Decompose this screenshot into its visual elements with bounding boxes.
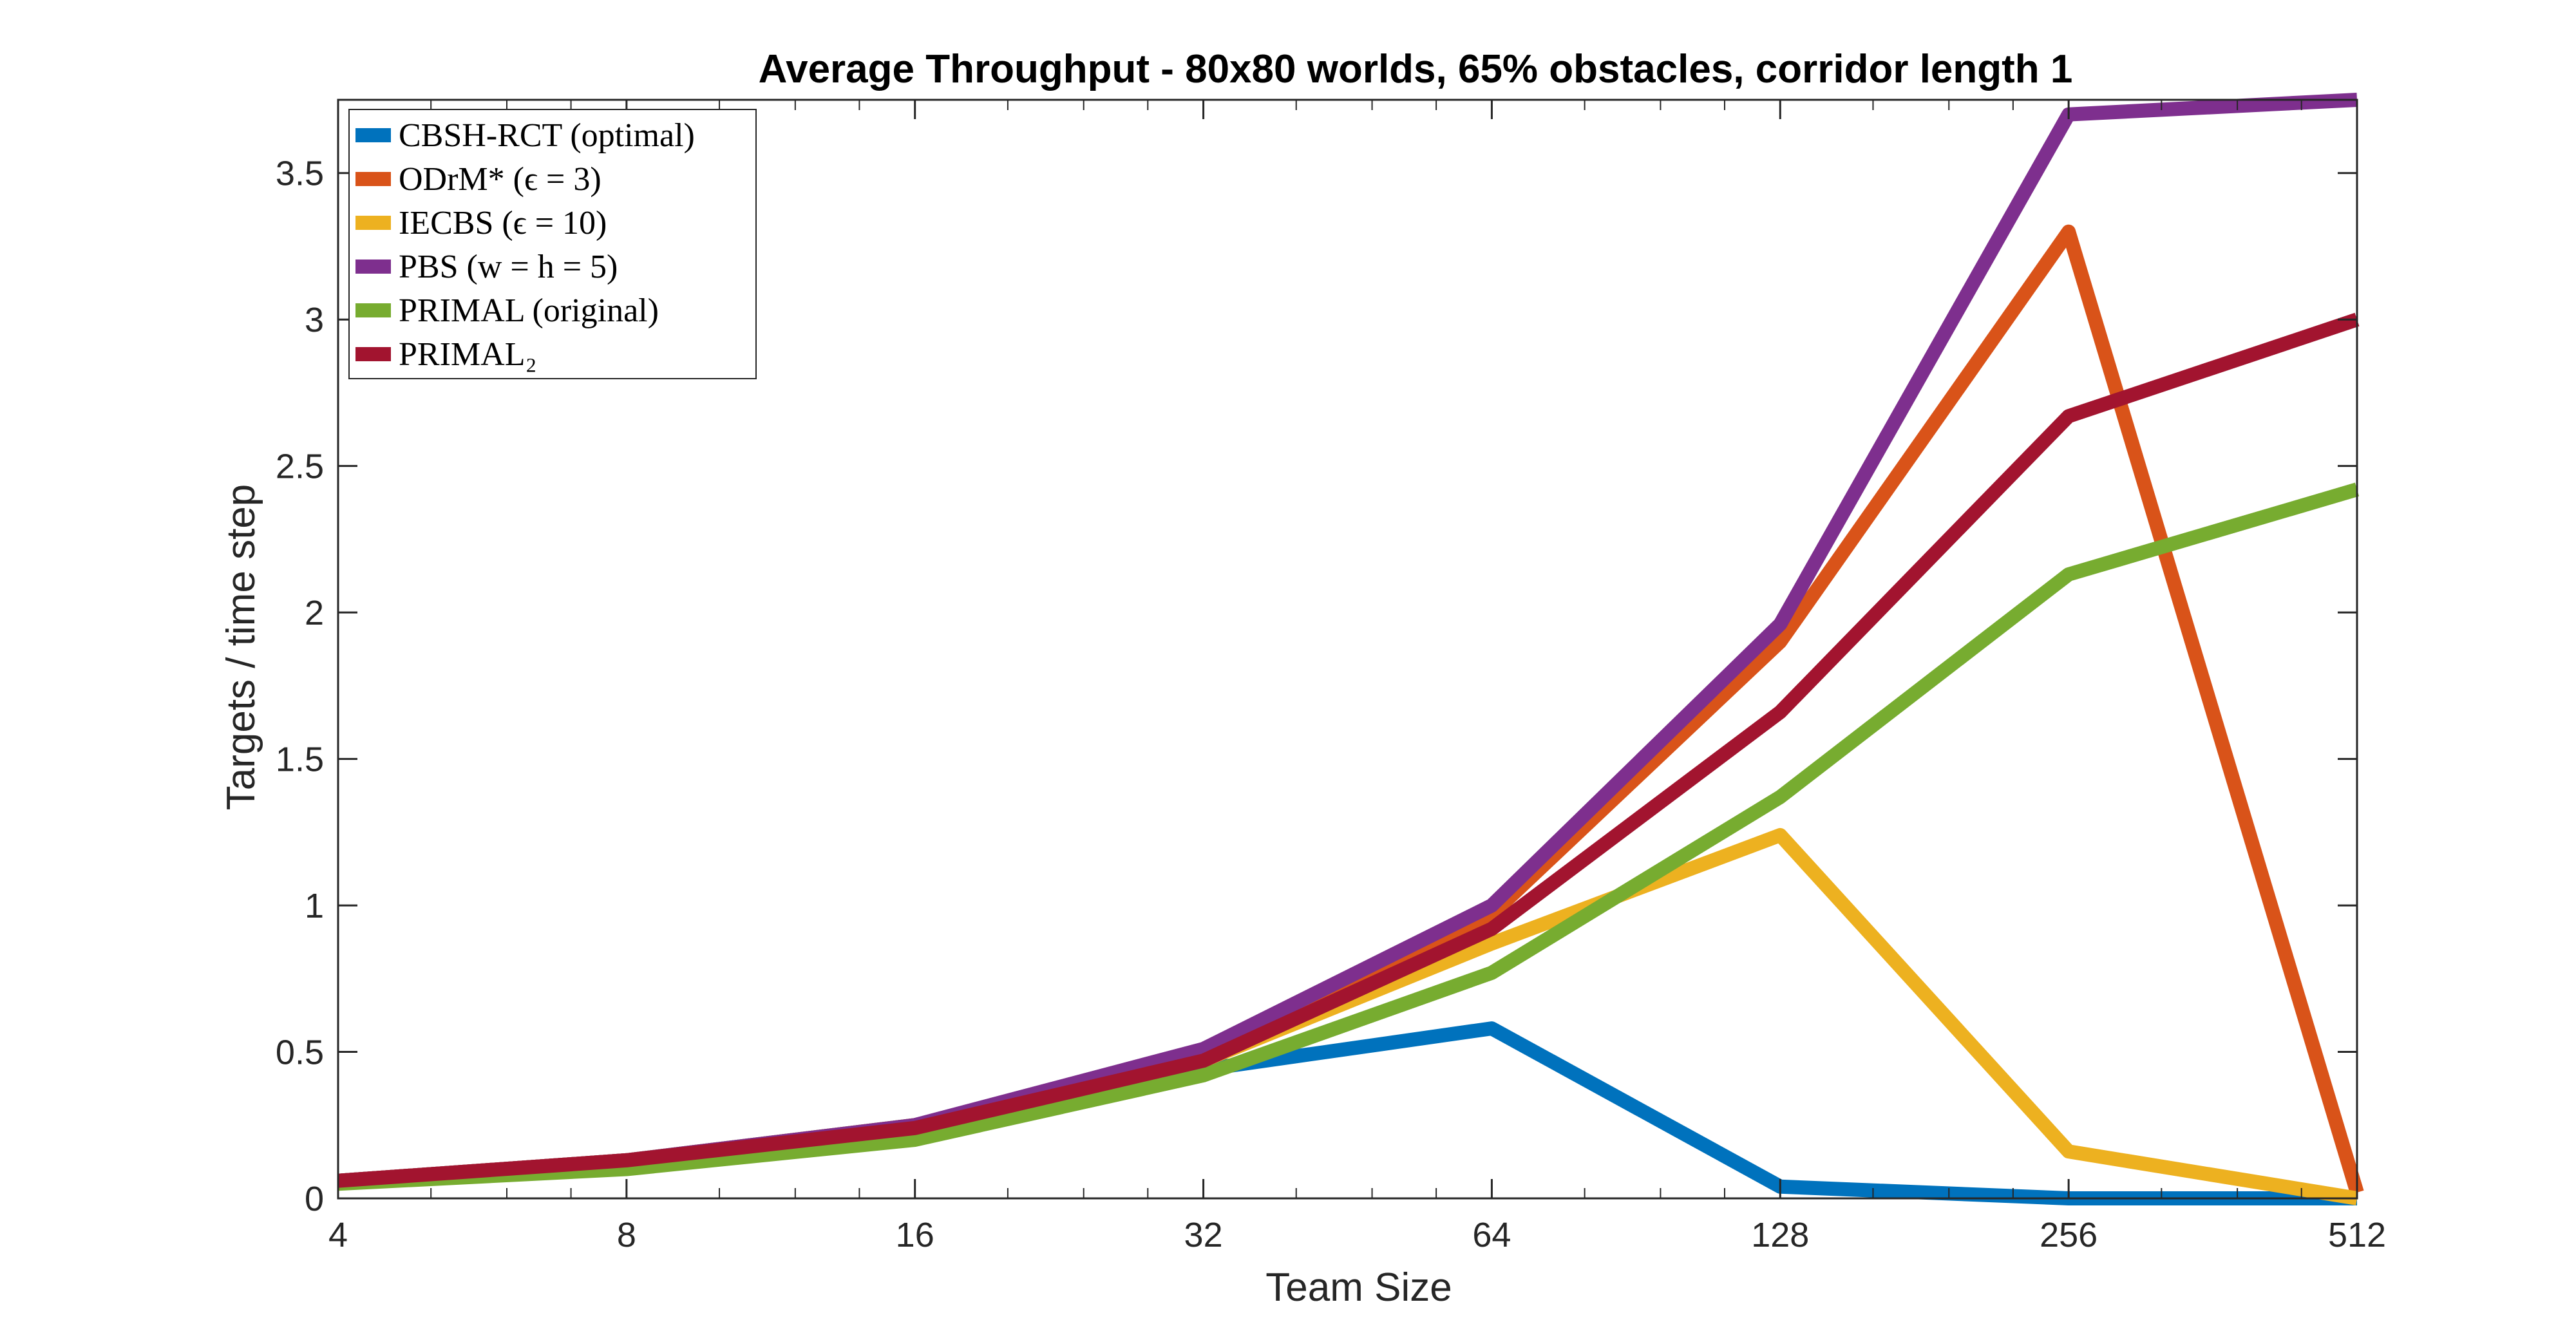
- y-tick-label: 1.5: [276, 741, 324, 779]
- y-axis-label: Targets / time step: [219, 484, 263, 811]
- x-tick-label: 128: [1751, 1216, 1809, 1254]
- legend-box: [348, 109, 757, 379]
- x-tick-label: 4: [328, 1216, 348, 1254]
- x-tick-label: 8: [617, 1216, 636, 1254]
- legend-entry-3: PBS (w = h = 5): [399, 249, 618, 285]
- y-tick-label: 3.5: [276, 155, 324, 193]
- x-tick-label: 256: [2040, 1216, 2098, 1254]
- legend-entry-4: PRIMAL (original): [399, 292, 659, 329]
- x-tick-label: 16: [896, 1216, 934, 1254]
- chart-title: Average Throughput - 80x80 worlds, 65% o…: [759, 47, 2073, 91]
- y-tick-label: 2.5: [276, 448, 324, 486]
- legend-entry-0: CBSH-RCT (optimal): [399, 117, 695, 154]
- x-tick-label: 64: [1472, 1216, 1511, 1254]
- legend-entry-2: IECBS (ϵ = 10): [399, 205, 607, 241]
- y-tick-label: 0: [305, 1180, 324, 1218]
- legend-entry-1: ODrM* (ϵ = 3): [399, 161, 601, 198]
- y-tick-label: 0.5: [276, 1034, 324, 1072]
- x-tick-label: 512: [2328, 1216, 2386, 1254]
- y-tick-label: 2: [305, 594, 324, 632]
- series-line-4: [337, 482, 2360, 1191]
- axes-layer: [337, 99, 2358, 1200]
- legend-entry-5: PRIMAL₂: [399, 336, 537, 373]
- x-tick-label: 32: [1184, 1216, 1223, 1254]
- series-layer: [337, 93, 2364, 1205]
- ticks-layer: 0 0.5 1 1.5 2 2.5 3 3.5 4 8 16 32 64 128 256 512: [276, 100, 2386, 1254]
- x-axis-label: Team Size: [1265, 1265, 1452, 1310]
- legend: CBSH-RCT (optimal) ODrM* (ϵ = 3) IECBS (ϵ …: [348, 109, 757, 379]
- y-tick-label: 3: [305, 301, 324, 339]
- y-tick-label: 1: [305, 887, 324, 925]
- axes-box: [337, 99, 2358, 1200]
- series-line-5: [337, 312, 2360, 1188]
